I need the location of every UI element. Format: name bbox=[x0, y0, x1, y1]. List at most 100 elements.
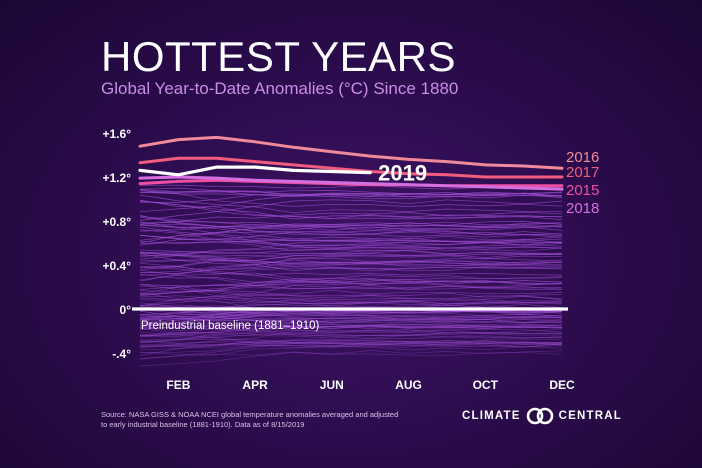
background-year-line bbox=[139, 278, 563, 296]
background-year-line bbox=[139, 304, 563, 320]
background-year-line bbox=[139, 330, 563, 349]
y-tick-label: +0.4° bbox=[103, 259, 132, 273]
y-tick-label: +1.6° bbox=[103, 127, 132, 141]
background-year-line bbox=[139, 235, 563, 252]
logo-mark-icon bbox=[526, 407, 553, 425]
series-label-2017: 2017 bbox=[566, 164, 599, 181]
x-tick-label: JUN bbox=[320, 378, 344, 392]
series-label-2016: 2016 bbox=[566, 149, 599, 166]
background-year-line bbox=[139, 190, 563, 195]
background-year-line bbox=[139, 308, 563, 328]
background-year-line bbox=[139, 332, 563, 344]
background-year-line bbox=[139, 343, 563, 351]
background-year-line bbox=[139, 284, 563, 304]
background-year-line bbox=[139, 325, 563, 343]
series-line-2016 bbox=[138, 135, 564, 170]
baseline: Preindustrial baseline (1881–1910) bbox=[132, 307, 568, 332]
background-year-line bbox=[139, 221, 563, 244]
background-year-line bbox=[139, 221, 563, 241]
background-year-line bbox=[139, 325, 563, 338]
background-year-line bbox=[139, 289, 563, 306]
climate-central-logo: CLIMATE CENTRAL bbox=[462, 407, 622, 425]
background-year-line bbox=[139, 323, 563, 329]
background-year-line bbox=[139, 346, 563, 360]
background-year-line bbox=[139, 194, 562, 214]
background-year-line bbox=[139, 280, 562, 297]
background-year-line bbox=[139, 351, 563, 357]
background-year-line bbox=[139, 199, 563, 221]
x-axis-ticks: FEB APR JUN AUG OCT DEC bbox=[166, 378, 575, 392]
series-label-2018: 2018 bbox=[566, 200, 599, 217]
background-year-line bbox=[139, 329, 563, 343]
background-year-line bbox=[139, 240, 563, 260]
background-year-line bbox=[139, 200, 563, 220]
background-year-line bbox=[139, 309, 563, 326]
background-year-line bbox=[139, 200, 563, 221]
background-year-line bbox=[139, 334, 563, 339]
y-axis-ticks: +1.6° +1.2° +0.8° +0.4° 0° -.4° bbox=[103, 127, 132, 361]
background-year-line bbox=[139, 324, 563, 329]
background-year-line bbox=[139, 327, 563, 334]
background-year-line bbox=[139, 216, 563, 228]
background-year-line bbox=[139, 249, 563, 255]
background-year-line bbox=[139, 315, 563, 334]
background-year-line bbox=[139, 230, 563, 246]
x-tick-label: OCT bbox=[473, 378, 499, 392]
background-year-line bbox=[139, 253, 563, 272]
background-year-line bbox=[139, 350, 563, 367]
background-year-line bbox=[139, 267, 563, 280]
background-year-line bbox=[139, 247, 563, 258]
background-year-line bbox=[139, 316, 562, 331]
background-year-line bbox=[139, 340, 563, 359]
background-year-line bbox=[139, 253, 563, 271]
background-year-line bbox=[139, 335, 563, 356]
background-year-line bbox=[139, 191, 563, 207]
background-year-line bbox=[139, 319, 563, 329]
background-year-line bbox=[139, 295, 563, 305]
series-line-2019 bbox=[138, 165, 372, 177]
background-year-line bbox=[139, 321, 563, 339]
background-year-line bbox=[139, 253, 563, 260]
x-tick-label: AUG bbox=[395, 378, 422, 392]
background-year-line bbox=[139, 266, 563, 276]
logo-text-left: CLIMATE bbox=[462, 410, 521, 422]
series-label-2019: 2019 bbox=[378, 161, 427, 186]
background-year-line bbox=[139, 305, 563, 327]
source-line-1: Source: NASA GISS & NOAA NCEI global tem… bbox=[101, 410, 399, 419]
chart-title: HOTTEST YEARS bbox=[101, 33, 457, 80]
background-year-line bbox=[139, 280, 563, 290]
y-tick-label: +0.8° bbox=[103, 215, 132, 229]
background-year-line bbox=[139, 211, 563, 225]
background-year-line bbox=[139, 323, 563, 330]
background-year-line bbox=[139, 251, 563, 265]
background-year-line bbox=[139, 324, 563, 337]
background-year-line bbox=[139, 266, 563, 281]
background-year-line bbox=[139, 339, 563, 346]
background-year-line bbox=[139, 309, 563, 315]
background-year-line bbox=[139, 341, 563, 347]
background-year-line bbox=[139, 285, 562, 307]
background-year-line bbox=[139, 339, 563, 344]
background-year-line bbox=[139, 190, 563, 197]
background-year-line bbox=[139, 252, 563, 267]
series-label-2015: 2015 bbox=[566, 182, 599, 199]
background-year-line bbox=[139, 303, 563, 308]
background-year-line bbox=[139, 309, 563, 323]
source-note: Source: NASA GISS & NOAA NCEI global tem… bbox=[101, 410, 401, 430]
background-year-line bbox=[139, 254, 563, 267]
background-year-line bbox=[139, 253, 563, 268]
background-year-line bbox=[139, 229, 563, 249]
background-year-line bbox=[139, 313, 563, 330]
background-year-line bbox=[139, 340, 563, 348]
y-tick-label: +1.2° bbox=[103, 171, 132, 185]
background-year-line bbox=[139, 318, 563, 336]
logo-text-right: CENTRAL bbox=[558, 410, 622, 422]
baseline-label: Preindustrial baseline (1881–1910) bbox=[141, 320, 320, 332]
background-year-line bbox=[139, 336, 563, 346]
background-year-line bbox=[139, 193, 563, 203]
source-line-2: to early industrial baseline (1881-1910)… bbox=[101, 420, 305, 429]
background-year-line bbox=[139, 187, 563, 197]
x-tick-label: APR bbox=[242, 378, 268, 392]
